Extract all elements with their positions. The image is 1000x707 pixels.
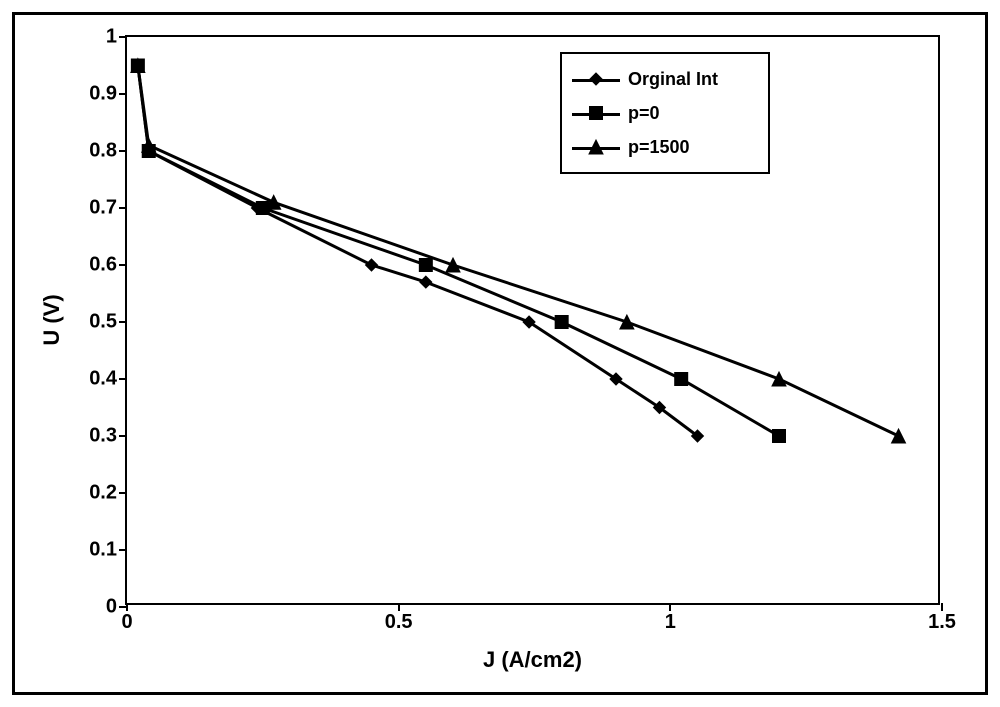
series-line	[138, 66, 899, 437]
legend-swatch	[572, 103, 620, 123]
series-marker	[675, 373, 688, 386]
legend: Orginal Int p=0 p=1500	[560, 52, 770, 174]
series-marker	[892, 429, 906, 443]
legend-row: Orginal Int	[572, 62, 754, 96]
y-tick-label: 0.3	[89, 425, 127, 448]
x-tick-label: 0.5	[385, 603, 413, 634]
series-marker	[555, 316, 568, 329]
legend-row: p=0	[572, 96, 754, 130]
plot-area: 00.10.20.30.40.50.60.70.80.9100.511.5	[125, 35, 940, 605]
y-tick-label: 0.9	[89, 83, 127, 106]
y-tick-label: 0.4	[89, 368, 127, 391]
series-marker	[420, 276, 432, 288]
legend-label: Orginal Int	[628, 69, 718, 90]
series-marker	[620, 315, 634, 329]
series-marker	[446, 258, 460, 272]
legend-marker-square-icon	[588, 105, 605, 122]
series-marker	[772, 372, 786, 386]
y-tick-label: 0.6	[89, 254, 127, 277]
y-axis-label: U (V)	[39, 294, 65, 345]
y-tick-label: 0.2	[89, 482, 127, 505]
series-marker	[419, 259, 432, 272]
legend-row: p=1500	[572, 130, 754, 164]
series-marker	[366, 259, 378, 271]
y-tick-label: 0.5	[89, 311, 127, 334]
legend-marker-triangle-icon	[587, 138, 605, 156]
y-tick-label: 0.8	[89, 140, 127, 163]
legend-swatch	[572, 137, 620, 157]
x-tick-label: 0	[121, 603, 132, 634]
y-tick-label: 0.7	[89, 197, 127, 220]
plot-svg	[127, 37, 942, 607]
series-marker	[773, 430, 786, 443]
legend-label: p=0	[628, 103, 660, 124]
y-tick-label: 1	[106, 26, 127, 49]
y-tick-label: 0.1	[89, 539, 127, 562]
x-axis-label: J (A/cm2)	[483, 647, 582, 673]
legend-label: p=1500	[628, 137, 690, 158]
x-tick-label: 1.5	[928, 603, 956, 634]
legend-swatch	[572, 69, 620, 89]
x-tick-label: 1	[665, 603, 676, 634]
legend-marker-diamond-icon	[588, 71, 604, 87]
